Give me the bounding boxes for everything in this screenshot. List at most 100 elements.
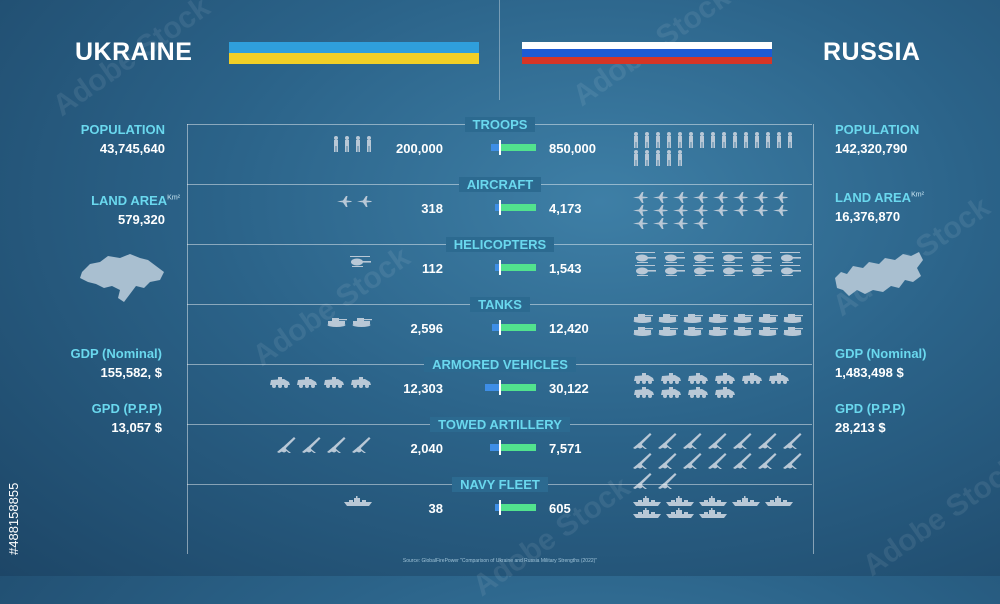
jet-icon	[633, 205, 648, 216]
jet-icon	[357, 196, 372, 207]
ukraine-bar	[495, 204, 499, 211]
russia-ppp-value: 28,213 $	[835, 420, 886, 435]
helicopter-icon	[720, 252, 744, 263]
warship-icon	[765, 496, 793, 506]
soldier-icon	[732, 132, 738, 148]
ukraine-value-label: 38	[428, 501, 443, 516]
category-label: HELICOPTERS	[0, 237, 1000, 252]
warship-icon	[633, 508, 661, 518]
helicopter-icon	[633, 252, 657, 263]
russia-bar	[501, 504, 536, 511]
artillery-icon	[633, 452, 653, 470]
bar-axis	[499, 380, 501, 395]
ukraine-land-area-value: 579,320	[118, 212, 165, 227]
tank-icon	[783, 312, 803, 323]
ukraine-bar	[495, 504, 499, 511]
helicopter-icon	[348, 256, 372, 267]
jet-icon	[633, 192, 648, 203]
soldier-icon	[677, 132, 683, 148]
tank-icon	[708, 325, 728, 336]
russia-title: RUSSIA	[823, 38, 921, 66]
russia-bar	[501, 264, 536, 271]
artillery-icon	[352, 436, 372, 454]
artillery-icon	[733, 432, 753, 450]
category-label: NAVY FLEET	[0, 477, 1000, 492]
artillery-icon	[783, 452, 803, 470]
artillery-icon	[633, 432, 653, 450]
soldier-icon	[655, 150, 661, 166]
helicopter-icon	[778, 265, 802, 276]
russia-gdp-label: GDP (Nominal)	[835, 346, 927, 361]
ukraine-ppp-value: 13,057 $	[111, 420, 162, 435]
armored-vehicle-icon	[741, 372, 763, 384]
bar-axis	[499, 140, 501, 155]
artillery-icon	[658, 452, 678, 470]
artillery-icon	[783, 432, 803, 450]
artillery-icon	[708, 452, 728, 470]
ukraine-value-label: 112	[422, 261, 443, 276]
soldier-icon	[677, 150, 683, 166]
soldier-icon	[754, 132, 760, 148]
bar-axis	[499, 320, 501, 335]
artillery-icon	[633, 472, 653, 490]
russia-flag-stripe	[522, 42, 772, 50]
russia-gdp-value: 1,483,498 $	[835, 365, 904, 380]
jet-icon	[753, 205, 768, 216]
artillery-icon	[327, 436, 347, 454]
russia-population-value: 142,320,790	[835, 141, 908, 156]
jet-icon	[673, 192, 688, 203]
russia-icon-group	[633, 312, 803, 336]
jet-icon	[673, 205, 688, 216]
armored-vehicle-icon	[633, 386, 655, 398]
tank-icon	[327, 316, 347, 327]
soldier-icon	[699, 132, 705, 148]
category-label: TOWED ARTILLERY	[0, 417, 1000, 432]
helicopter-icon	[778, 252, 802, 263]
russia-land-area-value: 16,376,870	[835, 209, 901, 224]
jet-icon	[673, 218, 688, 229]
jet-icon	[693, 205, 708, 216]
ukraine-flag	[229, 42, 479, 64]
soldier-icon	[655, 132, 661, 148]
tank-icon	[733, 325, 753, 336]
russia-population-label: POPULATION	[835, 122, 920, 137]
armored-vehicle-icon	[714, 372, 736, 384]
soldier-icon	[344, 136, 350, 152]
comparison-frame	[187, 124, 814, 554]
ukraine-flag-stripe	[229, 53, 479, 64]
russia-value-label: 12,420	[549, 321, 589, 336]
artillery-icon	[302, 436, 322, 454]
russia-value-label: 1,543	[549, 261, 582, 276]
russia-icon-group	[633, 432, 803, 490]
russia-map-icon	[835, 252, 923, 296]
russia-bar	[501, 384, 536, 391]
armored-vehicle-icon	[323, 376, 345, 388]
russia-icon-group	[633, 372, 803, 398]
ukraine-gdp-label: GDP (Nominal)	[70, 346, 163, 361]
soldier-icon	[776, 132, 782, 148]
russia-flag-stripe	[522, 56, 772, 65]
bar-axis	[499, 440, 501, 455]
russia-flag-stripe	[522, 49, 772, 57]
category-label: ARMORED VEHICLES	[0, 357, 1000, 372]
ukraine-value-label: 12,303	[403, 381, 443, 396]
warship-icon	[699, 508, 727, 518]
artillery-icon	[758, 452, 778, 470]
artillery-icon	[658, 432, 678, 450]
tank-icon	[633, 325, 653, 336]
jet-icon	[753, 192, 768, 203]
armored-vehicle-icon	[687, 386, 709, 398]
jet-icon	[733, 192, 748, 203]
jet-icon	[713, 192, 728, 203]
russia-bar	[501, 204, 536, 211]
category-label: TANKS	[0, 297, 1000, 312]
armored-vehicle-icon	[660, 372, 682, 384]
russia-value-label: 850,000	[549, 141, 596, 156]
category-label: AIRCRAFT	[0, 177, 1000, 192]
helicopter-icon	[633, 265, 657, 276]
tank-icon	[758, 312, 778, 323]
ukraine-bar	[490, 444, 499, 451]
artillery-icon	[758, 432, 778, 450]
soldier-icon	[688, 132, 694, 148]
artillery-icon	[277, 436, 297, 454]
